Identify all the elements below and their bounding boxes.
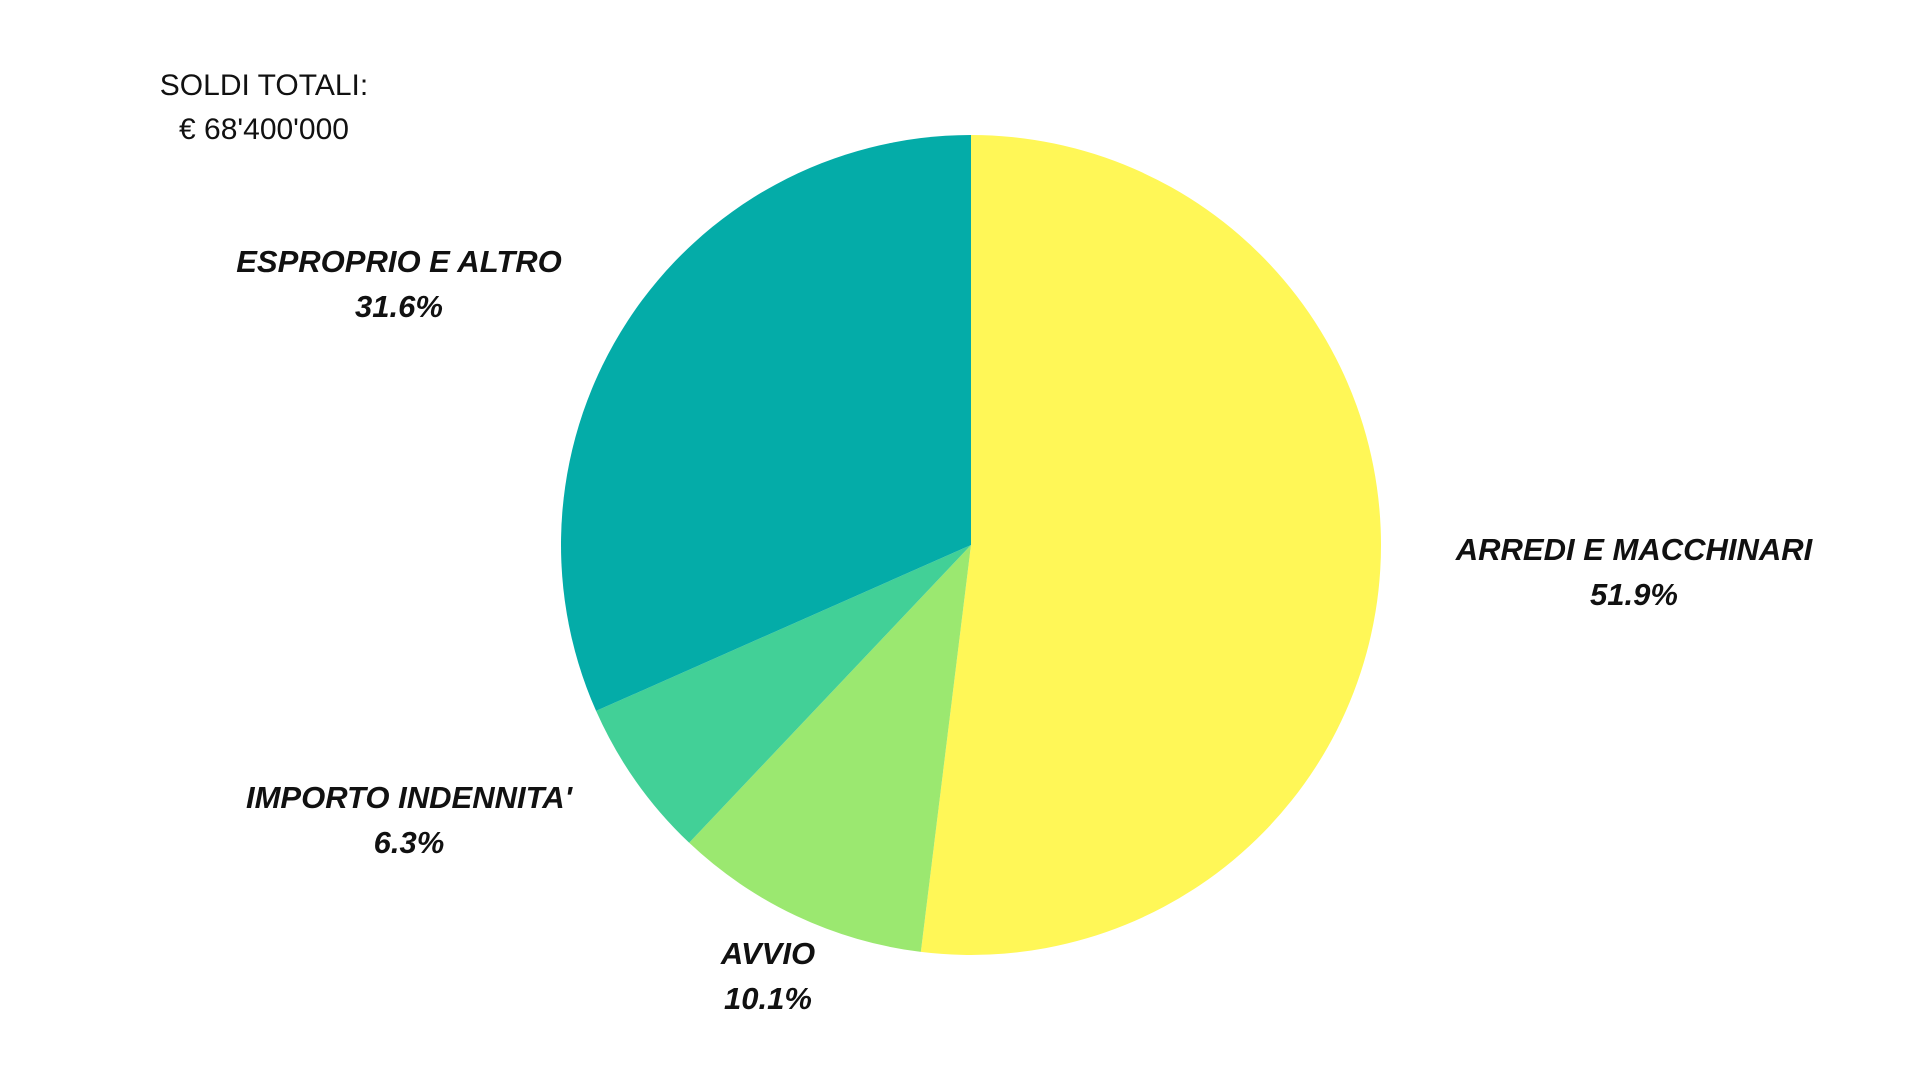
- value-label: 6.3%: [374, 825, 445, 860]
- pie-slice: [596, 545, 971, 843]
- value-label: 51.9%: [1590, 577, 1678, 612]
- value-label: 31.6%: [355, 289, 443, 324]
- pie-slice: [920, 135, 1381, 955]
- slice-label: IMPORTO INDENNITA': [246, 780, 574, 815]
- annotation: € 68'400'000: [179, 113, 349, 146]
- annotation: SOLDI TOTALI:: [160, 69, 368, 102]
- slice-label: ARREDI E MACCHINARI: [1455, 532, 1814, 567]
- slice-label: AVVIO: [720, 936, 815, 971]
- pie-slice: [689, 545, 971, 952]
- value-label: 10.1%: [724, 981, 812, 1016]
- slice-label: ESPROPRIO E ALTRO: [236, 244, 562, 279]
- pie-slice: [561, 135, 971, 711]
